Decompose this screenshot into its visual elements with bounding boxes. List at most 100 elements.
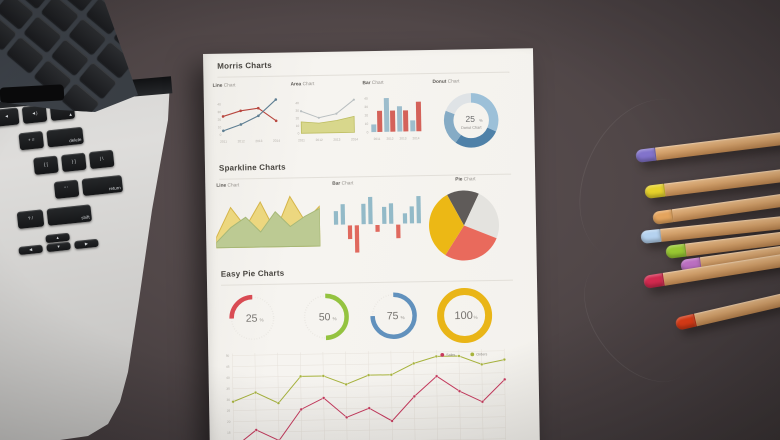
easy-pie-chart-25: 25% (229, 294, 275, 340)
morris-area-chart: 0 10 20 30 40 2011 2012 2013 2014 (295, 98, 358, 142)
svg-text:Sales: Sales (446, 353, 455, 357)
svg-text:50: 50 (319, 311, 331, 323)
svg-text:75: 75 (387, 310, 399, 322)
svg-text:2014: 2014 (351, 137, 358, 141)
key-: | \ (88, 149, 115, 170)
spark-bar-panel: Bar Chart (331, 180, 428, 264)
easy-pie-50: 50% (297, 288, 354, 350)
svg-text:2014: 2014 (412, 136, 419, 140)
pencil-body (694, 292, 780, 327)
chart-title: Bar Chart (362, 80, 384, 87)
easy-pie-25: 25% (224, 290, 281, 352)
svg-text:40: 40 (226, 376, 230, 380)
svg-text:2013: 2013 (255, 139, 262, 143)
key-return: return (81, 174, 124, 197)
pencil-cap-lime-green (665, 243, 687, 259)
svg-text:0: 0 (367, 130, 369, 134)
svg-text:100: 100 (454, 310, 473, 322)
svg-text:20: 20 (296, 116, 300, 120)
pencil-red-orange (674, 292, 780, 331)
key-right: ▶ (74, 238, 99, 250)
svg-text:45: 45 (226, 365, 230, 369)
chart-title: Bar Chart (332, 181, 354, 187)
morris-line-panel: Line Chart 0 10 20 30 40 2011 2012 2013 2014 (212, 83, 289, 158)
svg-text:30: 30 (295, 109, 299, 113)
pencil-cap-sandy-orange (652, 209, 674, 225)
svg-text:0: 0 (298, 132, 300, 136)
key-shift: shift (46, 204, 93, 226)
key-: } ] (60, 152, 87, 173)
svg-text:Donut Chart: Donut Chart (461, 126, 482, 130)
svg-text:25: 25 (246, 313, 258, 325)
svg-text:15: 15 (227, 431, 231, 435)
svg-text:2012: 2012 (316, 138, 323, 142)
morris-donut-panel: Donut Chart 25% Donut Chart (431, 79, 514, 160)
key-row: ◀ ▲ ▼ ▶ (17, 230, 99, 256)
pencil-cap-yellow (644, 183, 666, 199)
svg-text:40: 40 (217, 102, 221, 106)
svg-text:20: 20 (227, 420, 231, 424)
laptop-keyboard: ◄ ◄) ▲ + = delete{ [} ] | \ " ' return? / shift ◀… (0, 92, 170, 291)
key-row: ? / shift (16, 204, 93, 229)
report-paper: Morris Charts Line Chart 0 10 20 30 40 2011 20… (203, 48, 540, 440)
divider (217, 71, 510, 78)
spark-line-panel: Line Chart (215, 182, 328, 258)
svg-text:%: % (474, 315, 478, 320)
svg-text:%: % (333, 316, 337, 321)
chart-title: Line Chart (212, 83, 236, 89)
key-voldown: ◄ (0, 107, 20, 127)
svg-text:30: 30 (364, 105, 368, 109)
chart-title: Pie Chart (455, 177, 476, 183)
key-row: " ' return (53, 174, 124, 199)
sparkline-bar-chart (333, 196, 421, 253)
svg-text:2012: 2012 (238, 139, 245, 143)
svg-text:2014: 2014 (273, 139, 280, 143)
easy-pie-chart-100: 100% (437, 287, 493, 343)
svg-text:0: 0 (220, 133, 222, 137)
svg-text:35: 35 (226, 387, 230, 391)
easy-pie-75: 75% (365, 287, 422, 349)
morris-line-chart: 0 10 20 30 40 2011 2012 2013 2014 (217, 98, 280, 144)
section-title-morris: Morris Charts (217, 60, 272, 71)
key-: " ' (53, 179, 80, 199)
svg-text:20: 20 (218, 118, 222, 122)
svg-text:2011: 2011 (220, 140, 227, 144)
sparkline-area-chart (215, 195, 321, 249)
svg-text:2013: 2013 (399, 136, 406, 140)
svg-text:25: 25 (227, 409, 231, 413)
spark-pie-panel: Pie Chart (423, 177, 511, 270)
morris-bar-chart: 0 10 20 30 40 2011 2012 2013 2014 (364, 97, 422, 141)
morris-area-panel: Area Chart 0 10 20 30 40 2011 2012 2013 2014 (290, 81, 365, 156)
svg-text:%: % (401, 315, 405, 320)
svg-text:40: 40 (295, 101, 299, 105)
section-title-sparkline: Sparkline Charts (218, 162, 286, 173)
svg-text:10: 10 (218, 125, 222, 129)
svg-text:30: 30 (227, 398, 231, 402)
chart-title: Line Chart (216, 183, 240, 189)
pencil-cap-violet (635, 147, 657, 163)
pencil-cap-light-blue (640, 228, 662, 244)
svg-text:30: 30 (217, 110, 221, 114)
key-down: ▼ (46, 241, 71, 253)
morris-bar-panel: Bar Chart 0 10 20 30 40 2011 2012 2013 2014 (361, 80, 432, 155)
svg-text:20: 20 (365, 113, 369, 117)
flot-line-panel: 5101520253035404550SalesOrders (218, 345, 512, 440)
dark-laptop-foot (0, 84, 65, 104)
easy-pie-chart-75: 75% (370, 292, 417, 339)
chart-title: Donut Chart (432, 79, 460, 85)
svg-text:Orders: Orders (476, 352, 487, 356)
key-row: { [} ] | \ (33, 149, 115, 175)
svg-text:10: 10 (296, 124, 300, 128)
key-+=: + = (18, 130, 45, 151)
svg-text:%: % (260, 317, 264, 322)
donut-chart: 25 % Donut Chart (443, 93, 499, 148)
pie-chart (429, 190, 500, 261)
svg-text:10: 10 (365, 122, 369, 126)
svg-text:2011: 2011 (298, 138, 305, 142)
chart-title: Area Chart (290, 82, 315, 88)
section-title-easy-pie: Easy Pie Charts (220, 268, 285, 279)
svg-text:%: % (479, 119, 483, 123)
easy-pie-100: 100% (433, 284, 496, 350)
easy-pie-chart-50: 50% (303, 293, 349, 341)
